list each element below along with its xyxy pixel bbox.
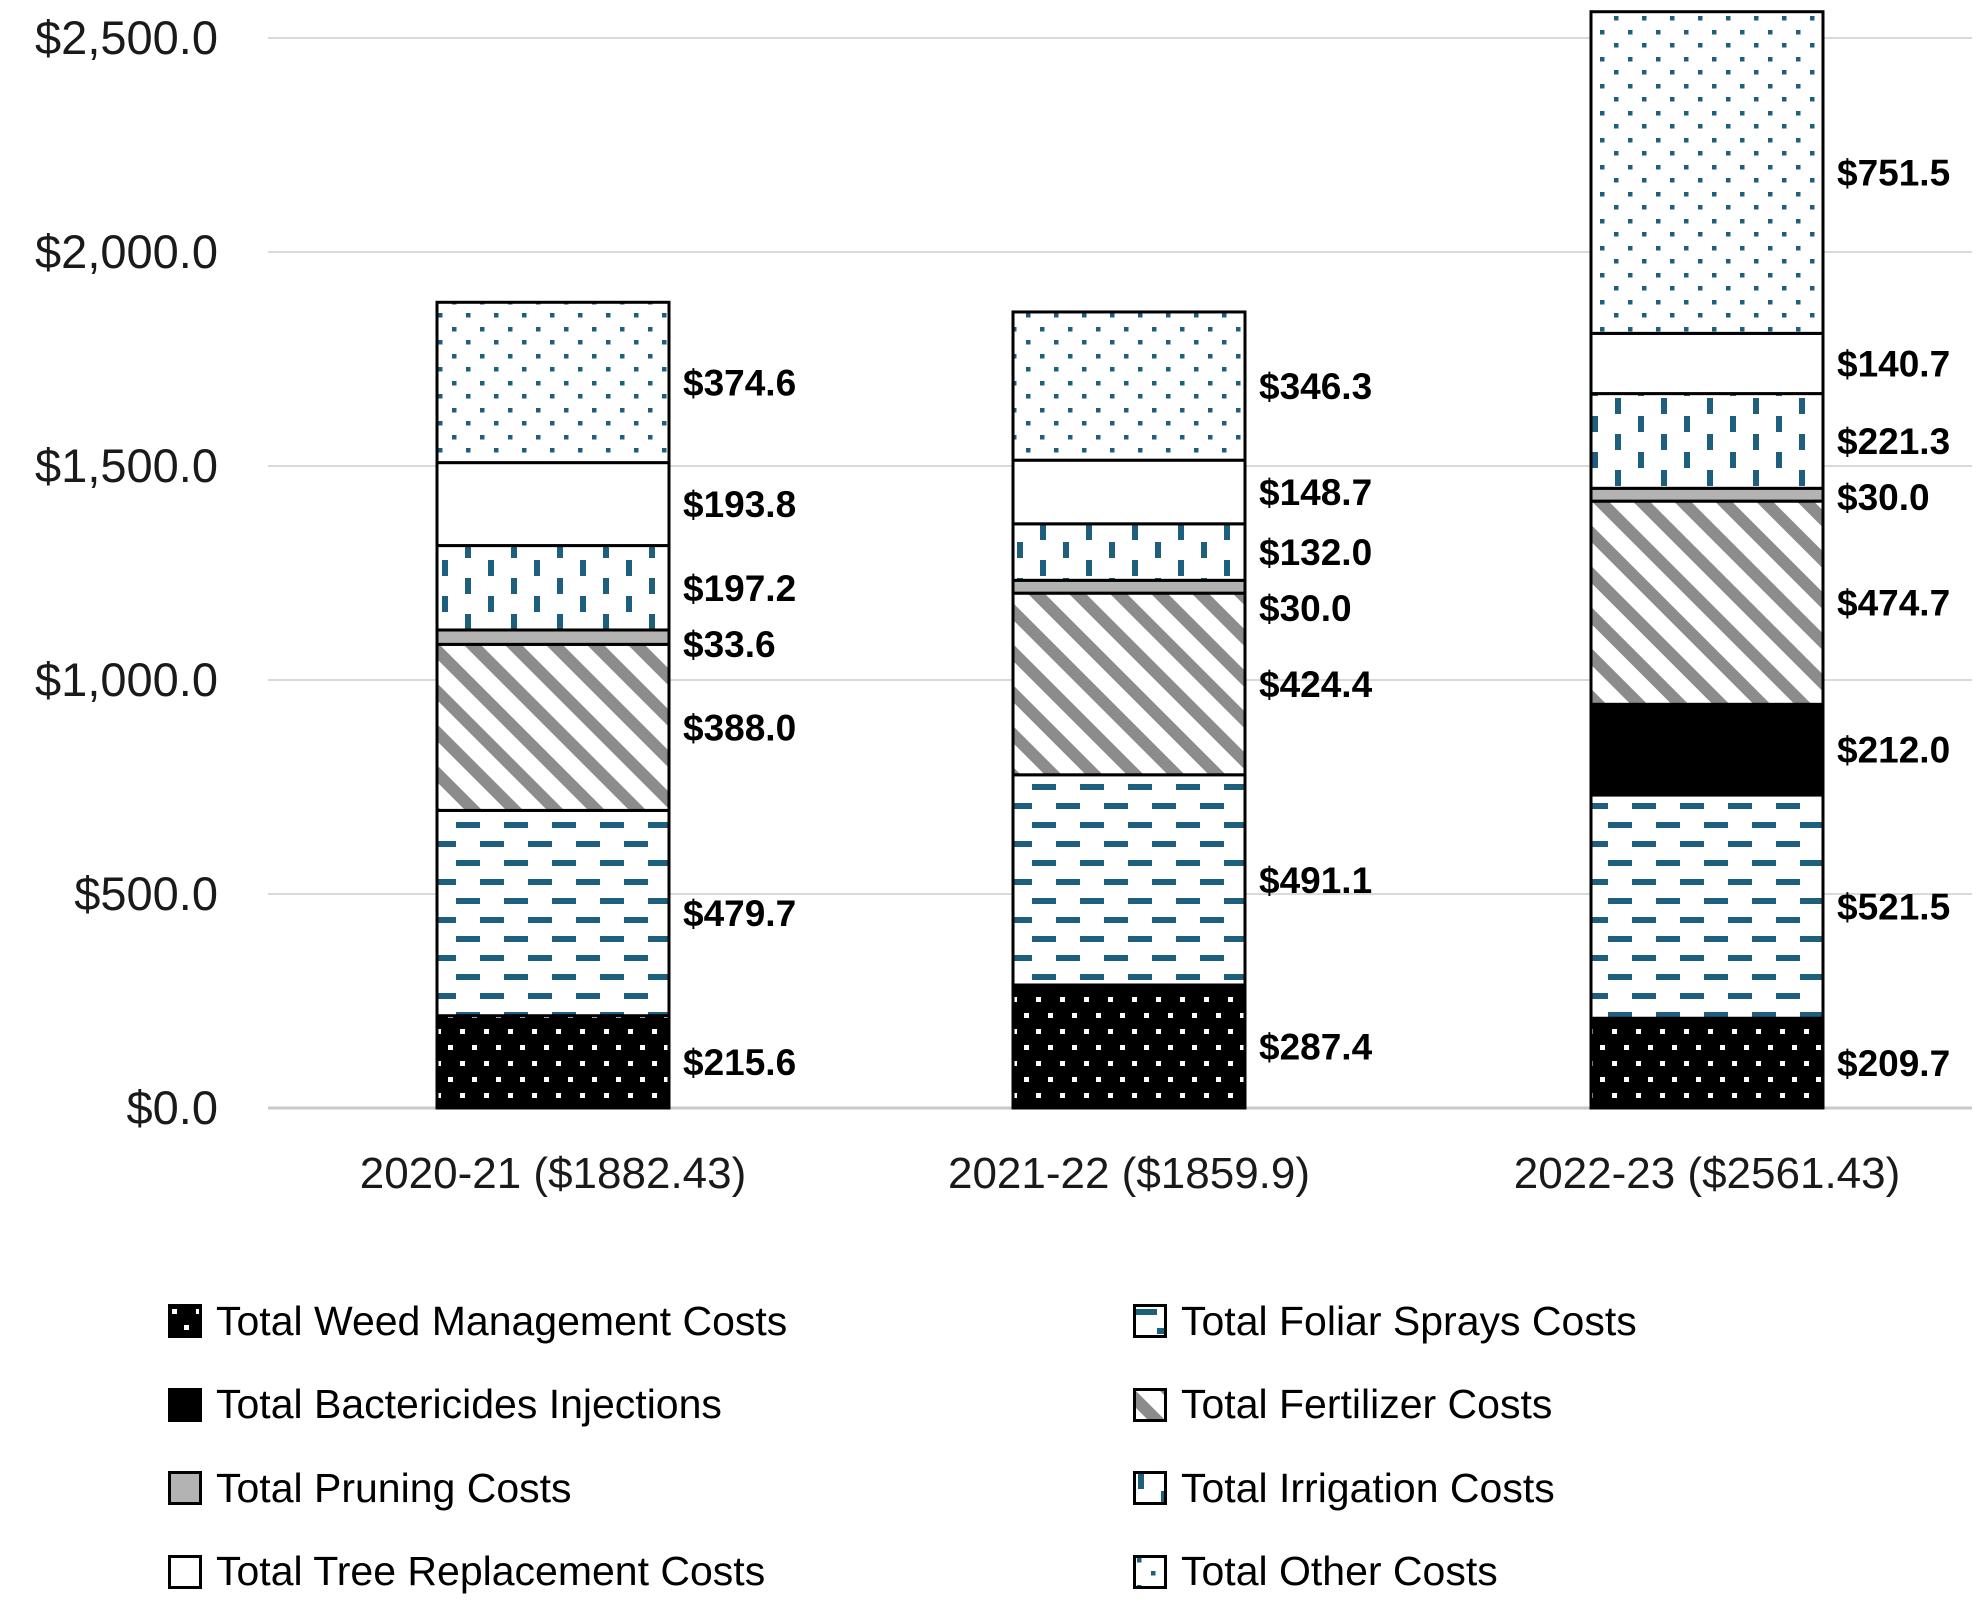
legend-item: Total Foliar Sprays Costs <box>1133 1295 1637 1347</box>
bar-segment <box>435 544 671 632</box>
legend-swatch-icon <box>168 1304 202 1338</box>
x-axis-category-label: 2021-22 ($1859.9) <box>948 1149 1310 1198</box>
legend-label: Total Pruning Costs <box>216 1464 572 1511</box>
data-label: $474.7 <box>1837 583 1950 624</box>
y-axis-tick-label: $1,500.0 <box>35 439 218 492</box>
legend-swatch-icon <box>168 1387 202 1422</box>
legend-swatch-icon <box>1133 1304 1167 1338</box>
bar-segment <box>1011 773 1247 987</box>
data-label: $197.2 <box>683 568 796 609</box>
legend-item: Total Fertilizer Costs <box>1133 1379 1552 1431</box>
legend-label: Total Irrigation Costs <box>1181 1464 1555 1511</box>
bar-segment <box>435 808 671 1018</box>
data-label: $30.0 <box>1837 477 1930 518</box>
bar-segment <box>1589 702 1825 797</box>
x-axis: 2020-21 ($1882.43) 2021-22 ($1859.9) 2022-… <box>360 1149 1901 1198</box>
data-label: $30.0 <box>1259 588 1352 629</box>
legend-label: Total Fertilizer Costs <box>1181 1381 1553 1427</box>
bar-segment <box>435 1014 671 1110</box>
data-label: $374.6 <box>683 362 796 403</box>
bar-segment <box>1011 522 1247 582</box>
legend-swatch-icon <box>1133 1387 1167 1422</box>
bar-segment <box>1589 331 1825 396</box>
x-axis-category-label: 2022-23 ($2561.43) <box>1514 1149 1901 1198</box>
legend-label: Total Bactericides Injections <box>216 1381 722 1427</box>
y-axis-tick-label: $1,000.0 <box>35 653 218 706</box>
bar-segment <box>1011 310 1247 462</box>
legend-swatch-icon <box>168 1554 202 1589</box>
legend-swatch-icon <box>1133 1471 1167 1505</box>
data-label: $193.8 <box>683 484 796 525</box>
y-axis-tick-label: $0.0 <box>127 1081 218 1134</box>
bar-segment <box>435 300 671 465</box>
legend-label: Total Other Costs <box>1181 1548 1498 1594</box>
data-label: $221.3 <box>1837 421 1950 462</box>
data-label: $346.3 <box>1259 366 1372 407</box>
data-label: $148.7 <box>1259 472 1372 513</box>
data-label: $479.7 <box>683 893 796 934</box>
bar-segment <box>1589 499 1825 706</box>
data-label: $140.7 <box>1837 343 1950 384</box>
legend-item: Total Bactericides Injections <box>168 1379 722 1431</box>
data-label: $521.5 <box>1837 887 1950 928</box>
bar-segment <box>435 461 671 548</box>
bar-segment <box>1589 10 1825 335</box>
data-label: $287.4 <box>1259 1026 1373 1067</box>
legend-item: Total Other Costs <box>1133 1546 1498 1598</box>
bar-segment <box>1589 1016 1825 1110</box>
data-label: $209.7 <box>1837 1043 1950 1084</box>
y-axis: $0.0 $500.0 $1,000.0 $1,500.0 $2,000.0 $2,500… <box>35 11 218 1134</box>
bar-segment <box>435 628 671 646</box>
legend-swatch-icon <box>168 1471 202 1505</box>
data-label: $33.6 <box>683 624 776 665</box>
data-label: $212.0 <box>1837 730 1950 771</box>
legend-label: Total Tree Replacement Costs <box>216 1548 766 1594</box>
data-label: $751.5 <box>1837 153 1950 194</box>
data-label: $132.0 <box>1259 532 1372 573</box>
bar-segment <box>1589 486 1825 503</box>
y-axis-tick-label: $2,000.0 <box>35 225 218 278</box>
bar-series <box>435 10 1825 1110</box>
bar-segment <box>1011 578 1247 595</box>
legend-item: Total Tree Replacement Costs <box>168 1546 765 1598</box>
legend-swatch-icon <box>1133 1554 1167 1589</box>
bar-segment <box>1011 458 1247 526</box>
bar-segment <box>435 642 671 812</box>
data-label: $491.1 <box>1259 860 1372 901</box>
legend-label: Total Foliar Sprays Costs <box>1181 1297 1637 1344</box>
legend-item: Total Irrigation Costs <box>1133 1462 1555 1514</box>
legend-label: Total Weed Management Costs <box>216 1297 788 1344</box>
x-axis-category-label: 2020-21 ($1882.43) <box>360 1149 747 1198</box>
data-label: $424.4 <box>1259 664 1373 705</box>
y-axis-tick-label: $500.0 <box>74 867 218 920</box>
data-label: $215.6 <box>683 1042 796 1083</box>
data-labels: $374.6 $193.8 $197.2 $33.6 $388.0 $479.7 $215.… <box>683 153 1950 1085</box>
legend-item: Total Weed Management Costs <box>168 1295 787 1347</box>
data-label: $388.0 <box>683 707 796 748</box>
legend-item: Total Pruning Costs <box>168 1462 572 1514</box>
y-axis-tick-label: $2,500.0 <box>35 11 218 64</box>
bar-segment <box>1011 591 1247 777</box>
bar-segment <box>1589 392 1825 490</box>
bar-segment <box>1589 793 1825 1020</box>
stacked-bar-chart: $0.0 $500.0 $1,000.0 $1,500.0 $2,000.0 $2,500… <box>35 10 1972 1198</box>
bar-segment <box>1011 983 1247 1110</box>
